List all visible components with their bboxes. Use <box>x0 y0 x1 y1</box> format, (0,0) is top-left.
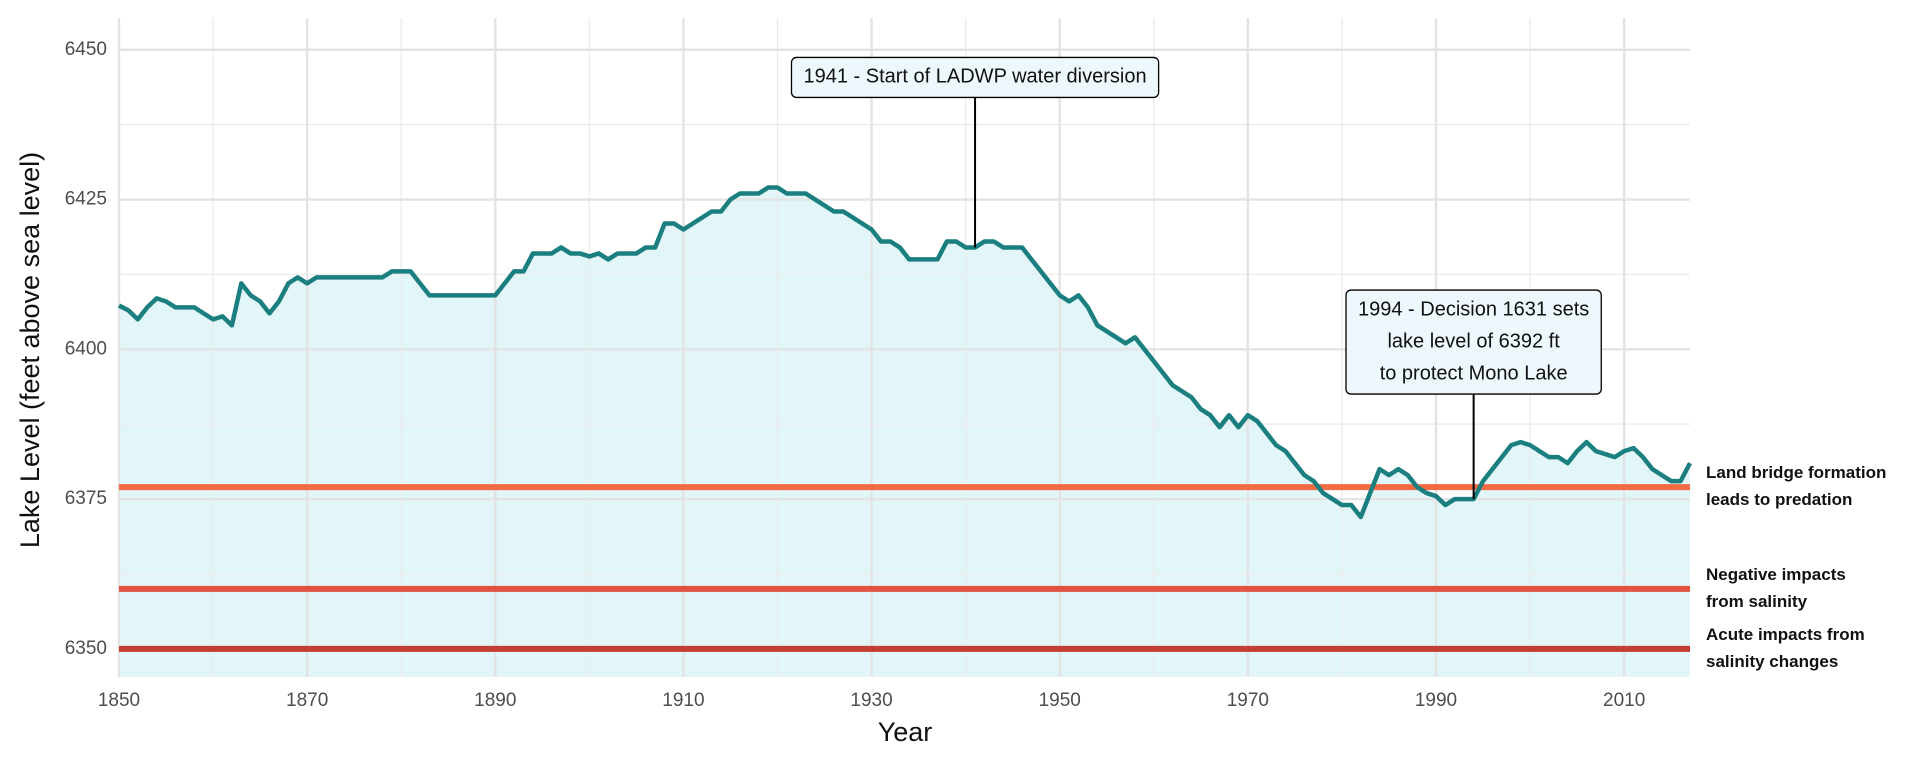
area-fill <box>119 187 1690 677</box>
reference-label: Negative impacts <box>1706 565 1846 584</box>
reference-label: leads to predation <box>1706 490 1852 509</box>
reference-label: from salinity <box>1706 592 1808 611</box>
data-line <box>117 185 1692 520</box>
y-tick-label: 6350 <box>65 638 107 659</box>
y-axis-title: Lake Level (feet above sea level) <box>15 152 45 548</box>
x-tick-label: 1870 <box>286 690 328 711</box>
x-tick-label: 1850 <box>98 690 140 711</box>
x-tick-label: 1970 <box>1227 690 1269 711</box>
y-tick-label: 6450 <box>65 39 107 60</box>
reference-label: Land bridge formation <box>1706 463 1886 482</box>
annotation-text: 1941 - Start of LADWP water diversion <box>803 66 1146 88</box>
x-axis-title: Year <box>878 717 933 747</box>
y-tick-label: 6400 <box>65 338 107 359</box>
annotation-text: lake level of 6392 ft <box>1387 330 1560 352</box>
x-tick-label: 2010 <box>1603 690 1645 711</box>
annotation-text: to protect Mono Lake <box>1380 362 1568 384</box>
annotation-text: 1994 - Decision 1631 sets <box>1358 298 1589 320</box>
x-tick-label: 1930 <box>850 690 892 711</box>
y-tick-label: 6375 <box>65 488 107 509</box>
annotation-box <box>1345 289 1602 395</box>
annotation-box <box>790 56 1160 99</box>
x-tick-label: 1950 <box>1039 690 1081 711</box>
x-tick-label: 1890 <box>474 690 516 711</box>
reference-label: salinity changes <box>1706 652 1838 671</box>
x-tick-label: 1990 <box>1415 690 1457 711</box>
reference-label: Acute impacts from <box>1706 625 1865 644</box>
x-tick-label: 1910 <box>662 690 704 711</box>
y-tick-label: 6425 <box>65 189 107 210</box>
